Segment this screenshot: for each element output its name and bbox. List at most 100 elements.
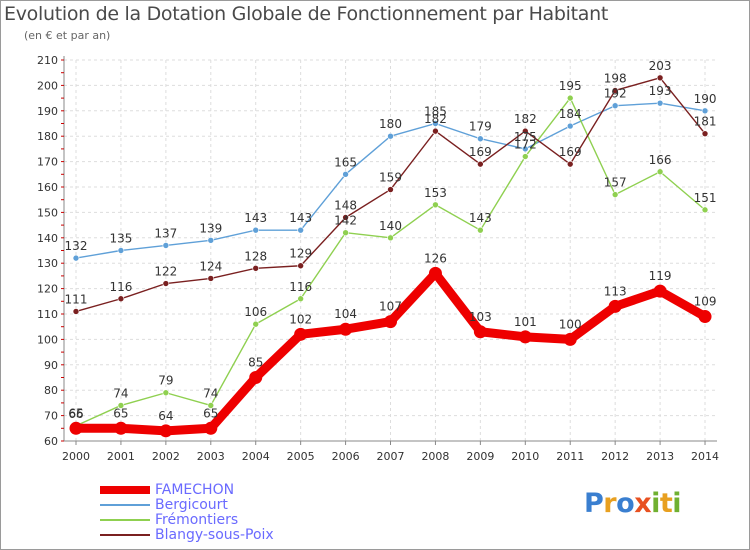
legend-swatch-famechon bbox=[100, 486, 150, 494]
data-label-famechon-2009: 103 bbox=[469, 310, 492, 324]
point-blangy-2007 bbox=[387, 186, 394, 193]
data-label-famechon-2006: 104 bbox=[334, 307, 357, 321]
point-famechon-2010 bbox=[518, 330, 532, 344]
point-fremontiers-2004 bbox=[252, 320, 260, 328]
point-fremontiers-2013 bbox=[656, 168, 664, 176]
data-label-famechon-2011: 100 bbox=[559, 317, 582, 331]
y-tick-label-160: 160 bbox=[37, 181, 58, 194]
point-bergicourt-2012 bbox=[611, 102, 619, 110]
point-blangy-2013 bbox=[656, 74, 664, 82]
y-tick-label-210: 210 bbox=[37, 54, 58, 67]
x-tick-label-2005: 2005 bbox=[287, 450, 315, 463]
data-label-bergicourt-2006: 165 bbox=[334, 155, 357, 169]
data-label-fremontiers-2001: 74 bbox=[113, 386, 128, 400]
legend-swatch-bergicourt bbox=[100, 504, 150, 506]
data-labels: 132 135 137 139 143 143 165 180 185 179 175 184 192 1… bbox=[65, 59, 717, 423]
point-blangy-2012 bbox=[611, 87, 619, 94]
data-label-fremontiers-2003: 74 bbox=[203, 386, 218, 400]
data-label-blangy-2005: 129 bbox=[289, 247, 312, 261]
point-famechon-2000 bbox=[69, 421, 83, 435]
data-label-bergicourt-2013: 193 bbox=[649, 84, 672, 98]
y-tick-label-180: 180 bbox=[37, 130, 58, 143]
chart-subtitle: (en € et par an) bbox=[24, 29, 111, 42]
legend-label-blangy: Blangy-sous-Poix bbox=[155, 527, 274, 543]
logo-letter-x: x bbox=[634, 488, 652, 519]
logo-letter-p: P bbox=[584, 488, 604, 519]
point-famechon-2014 bbox=[698, 310, 712, 324]
x-tick-label-2000: 2000 bbox=[62, 450, 90, 463]
point-blangy-2006 bbox=[342, 214, 349, 221]
point-bergicourt-2010 bbox=[521, 145, 529, 153]
point-fremontiers-2002 bbox=[162, 389, 170, 397]
data-label-fremontiers-2000: 66 bbox=[68, 407, 83, 421]
point-bergicourt-2007 bbox=[387, 132, 394, 140]
point-fremontiers-2001 bbox=[117, 402, 125, 409]
data-label-blangy-2006: 148 bbox=[334, 198, 357, 212]
data-label-fremontiers-2008: 153 bbox=[424, 186, 447, 200]
data-label-bergicourt-2012: 192 bbox=[604, 87, 627, 101]
point-fremontiers-2009 bbox=[477, 226, 484, 234]
y-tick-label-80: 80 bbox=[44, 384, 58, 397]
data-label-famechon-2014: 109 bbox=[694, 295, 717, 309]
data-label-fremontiers-2006: 142 bbox=[334, 214, 357, 228]
y-tick-label-140: 140 bbox=[37, 232, 58, 245]
data-label-fremontiers-2011: 195 bbox=[559, 79, 582, 93]
legend-swatch-blangy bbox=[100, 534, 150, 536]
data-label-blangy-2000: 111 bbox=[65, 292, 88, 306]
point-famechon-2007 bbox=[384, 315, 398, 329]
point-famechon-2008 bbox=[428, 266, 442, 280]
data-label-bergicourt-2010: 175 bbox=[514, 130, 537, 144]
data-label-blangy-2011: 169 bbox=[559, 145, 582, 159]
x-tick-label-2007: 2007 bbox=[377, 450, 405, 463]
x-tick-label-2001: 2001 bbox=[107, 450, 135, 463]
data-label-bergicourt-2007: 180 bbox=[379, 117, 402, 131]
point-famechon-2009 bbox=[473, 325, 487, 339]
data-label-famechon-2010: 101 bbox=[514, 315, 537, 329]
data-label-bergicourt-2005: 143 bbox=[289, 211, 312, 225]
y-tick-label-150: 150 bbox=[37, 206, 58, 219]
y-tick-label-70: 70 bbox=[44, 410, 58, 423]
proxiti-logo: Proxiti bbox=[584, 488, 682, 519]
logo-letter-i2: i bbox=[672, 488, 682, 519]
data-label-famechon-2002: 64 bbox=[158, 409, 173, 423]
series-lines bbox=[69, 74, 712, 438]
point-famechon-2013 bbox=[653, 284, 667, 298]
x-tick-label-2002: 2002 bbox=[152, 450, 180, 463]
x-tick-label-2012: 2012 bbox=[601, 450, 629, 463]
x-tick-label-2004: 2004 bbox=[242, 450, 270, 463]
data-label-blangy-2007: 159 bbox=[379, 171, 402, 185]
point-bergicourt-2004 bbox=[252, 226, 260, 234]
data-label-bergicourt-2003: 139 bbox=[199, 221, 222, 235]
data-label-blangy-2014: 181 bbox=[694, 115, 717, 129]
point-bergicourt-2011 bbox=[566, 122, 574, 130]
point-bergicourt-2006 bbox=[342, 171, 349, 178]
point-blangy-2003 bbox=[207, 275, 215, 282]
data-label-blangy-2003: 124 bbox=[199, 259, 222, 273]
logo-letter-o: o bbox=[616, 488, 635, 519]
point-famechon-2006 bbox=[339, 322, 353, 336]
point-famechon-2003 bbox=[204, 421, 218, 435]
x-tick-label-2006: 2006 bbox=[332, 450, 360, 463]
point-blangy-2002 bbox=[162, 280, 170, 287]
x-tick-label-2014: 2014 bbox=[691, 450, 719, 463]
point-bergicourt-2002 bbox=[162, 242, 170, 249]
x-tick-label-2008: 2008 bbox=[421, 450, 449, 463]
y-tick-label-130: 130 bbox=[37, 257, 58, 270]
point-bergicourt-2009 bbox=[477, 135, 484, 143]
data-label-famechon-2005: 102 bbox=[289, 312, 312, 326]
point-bergicourt-2008 bbox=[432, 120, 439, 127]
y-tick-label-110: 110 bbox=[37, 308, 58, 321]
data-label-bergicourt-2002: 137 bbox=[154, 226, 177, 240]
data-label-famechon-2000: 65 bbox=[68, 406, 83, 420]
logo-letter-r: r bbox=[603, 488, 617, 519]
point-blangy-2000 bbox=[72, 308, 80, 315]
point-bergicourt-2003 bbox=[207, 237, 215, 244]
y-tick-label-170: 170 bbox=[37, 156, 58, 169]
chart-title: Evolution de la Dotation Globale de Fonc… bbox=[4, 3, 609, 25]
x-tick-label-2009: 2009 bbox=[466, 450, 494, 463]
point-blangy-2009 bbox=[477, 160, 484, 168]
legend-label-famechon: FAMECHON bbox=[155, 482, 235, 498]
data-label-blangy-2002: 122 bbox=[154, 265, 177, 279]
